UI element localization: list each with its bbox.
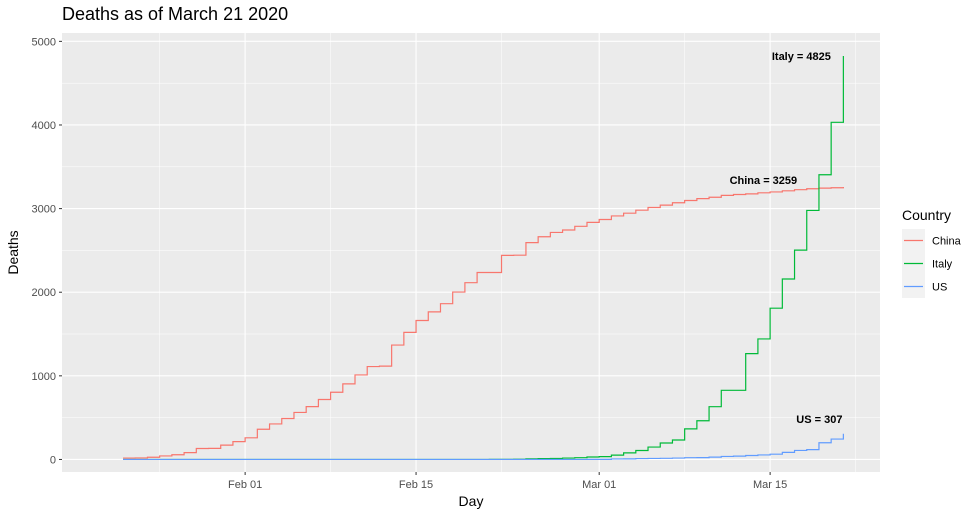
- annotation-china: China = 3259: [730, 175, 798, 187]
- minor-gridlines: [62, 33, 880, 472]
- series-line-china: [123, 186, 844, 459]
- legend-label-china: China: [932, 236, 962, 248]
- series-lines: [123, 56, 844, 461]
- y-tick-label: 2000: [32, 287, 56, 299]
- annotation-italy: Italy = 4825: [772, 51, 831, 63]
- annotation-us: US = 307: [796, 414, 842, 426]
- y-axis-title: Deaths: [5, 230, 21, 274]
- y-tick-label: 3000: [32, 204, 56, 216]
- x-axis: Feb 01 Feb 15 Mar 01 Mar 15: [228, 472, 787, 491]
- x-axis-title: Day: [459, 493, 484, 509]
- chart-title: Deaths as of March 21 2020: [62, 4, 288, 24]
- legend: Country China Italy US: [902, 207, 962, 298]
- legend-label-italy: Italy: [932, 259, 953, 271]
- plot-panel: [62, 33, 880, 472]
- x-tick-label: Mar 01: [582, 479, 616, 491]
- end-labels: China = 3259 Italy = 4825 US = 307: [730, 51, 843, 426]
- x-tick-label: Feb 15: [399, 479, 433, 491]
- y-axis: 0 1000 2000 3000 4000 5000: [32, 36, 62, 466]
- x-tick-label: Feb 01: [228, 479, 262, 491]
- legend-label-us: US: [932, 282, 947, 294]
- y-tick-label: 1000: [32, 371, 56, 383]
- legend-title: Country: [902, 207, 951, 223]
- y-tick-label: 4000: [32, 120, 56, 132]
- x-tick-label: Mar 15: [753, 479, 787, 491]
- series-line-us: [123, 433, 844, 461]
- y-tick-label: 0: [50, 454, 56, 466]
- y-tick-label: 5000: [32, 36, 56, 48]
